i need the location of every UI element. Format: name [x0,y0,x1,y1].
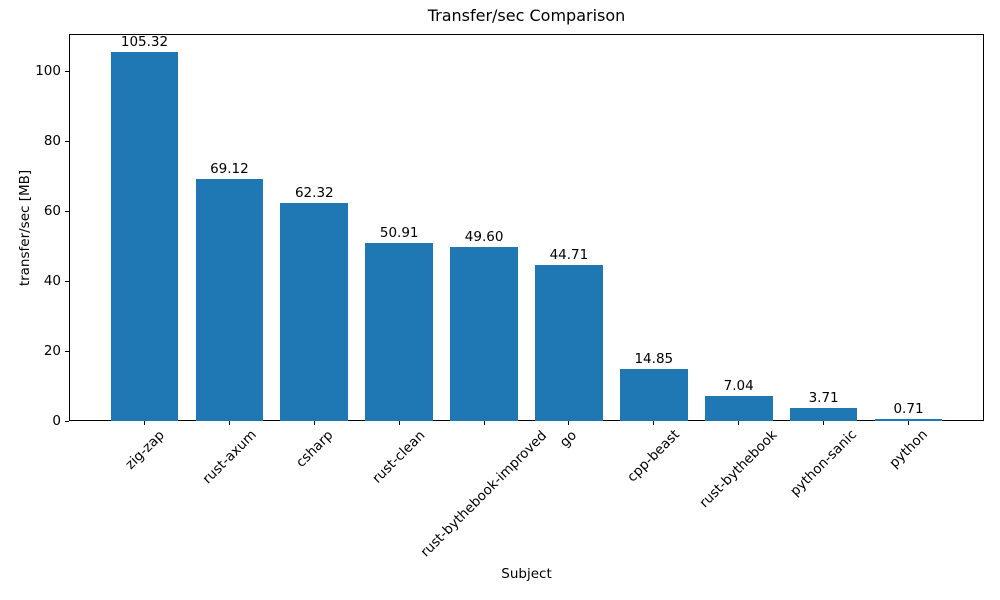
x-tick-mark [228,421,230,425]
x-tick-label-python: python [886,426,931,472]
bar-value-label: 49.60 [464,229,504,246]
y-tick-label-0: 0 [52,413,61,429]
bar-value-label: 0.71 [893,400,924,417]
y-tick-mark [65,420,69,422]
x-tick-mark [313,421,315,425]
x-tick-mark [568,421,570,425]
bar-value-label: 105.32 [120,34,169,51]
bar-value-label: 44.71 [549,246,589,263]
y-axis-label: transfer/sec [MB] [17,169,33,287]
x-tick-mark [144,421,145,425]
bar-python [874,418,943,421]
x-tick-mark [653,421,655,425]
y-tick-label-20: 20 [43,343,61,359]
x-tick-label-cpp-beast: cpp-beast [624,426,684,486]
chart-title: Transfer/sec Comparison [427,6,626,25]
x-tick-label-csharp: csharp [292,426,337,471]
x-tick-mark [823,421,825,425]
bar-cpp-beast [619,369,688,421]
x-tick-label-rust-clean: rust-clean [369,427,429,487]
x-tick-label-go: go [557,427,581,451]
y-tick-label-100: 100 [35,63,61,80]
bar-value-label: 7.04 [723,378,754,395]
bar-value-label: 62.32 [294,184,334,201]
x-tick-label-rust-bythebook-improved: rust-bythebook-improved [417,427,551,560]
bar-value-label: 50.91 [379,224,419,241]
x-tick-mark [398,421,400,425]
x-tick-label-zig-zap: zig-zap [121,426,168,473]
bar-rust-bythebook-improved [450,247,518,421]
y-tick-mark [65,140,69,142]
x-axis-label: Subject [501,566,552,582]
y-tick-label-60: 60 [43,203,61,219]
bar-csharp [280,202,349,421]
x-tick-label-rust-axum: rust-axum [199,426,260,488]
bar-python-sanic [789,408,858,421]
bar-value-label: 69.12 [210,161,249,178]
y-tick-label-40: 40 [43,273,61,289]
y-tick-mark [65,70,69,72]
y-tick-label-80: 80 [43,133,61,149]
bar-zig-zap [110,52,179,421]
bar-rust-axum [195,179,264,421]
x-tick-mark [908,421,909,425]
y-tick-mark [65,350,69,352]
x-tick-mark [738,421,740,425]
x-tick-label-python-sanic: python-sanic [787,426,861,500]
y-tick-mark [65,280,69,282]
bar-rust-bythebook [704,396,773,421]
bar-rust-clean [365,242,434,421]
bar-go [535,264,603,421]
bar-value-label: 14.85 [634,351,674,367]
x-tick-mark [483,421,485,425]
bar-value-label: 3.71 [808,390,839,406]
y-tick-mark [65,210,69,212]
x-tick-label-rust-bythebook: rust-bythebook [696,427,781,512]
